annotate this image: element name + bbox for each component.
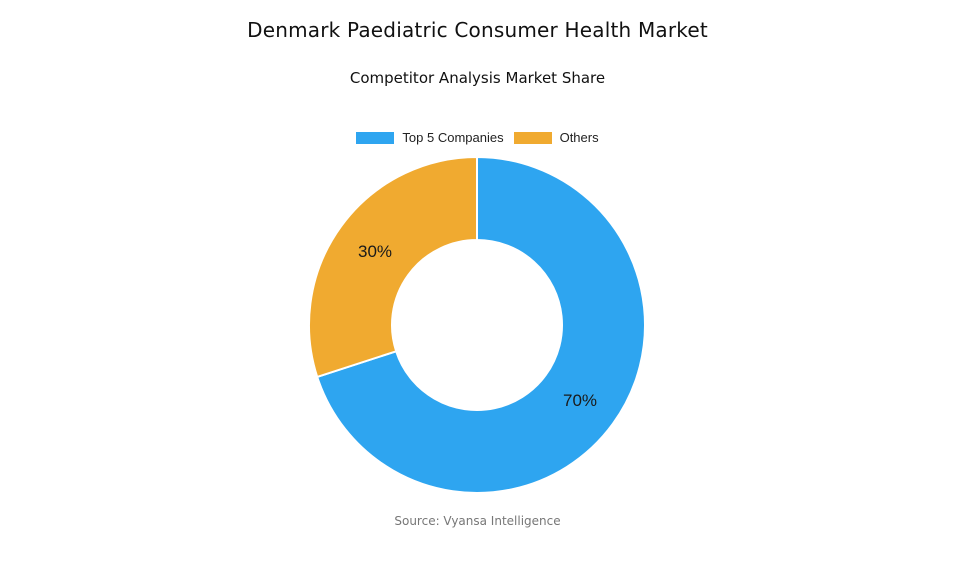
legend-item-top5[interactable]: Top 5 Companies	[356, 130, 504, 145]
chart-title: Denmark Paediatric Consumer Health Marke…	[247, 18, 708, 42]
legend-item-others[interactable]: Others	[513, 130, 599, 145]
legend-label-top5: Top 5 Companies	[402, 130, 504, 145]
legend-swatch-others	[513, 131, 552, 144]
data-label-top5: 70%	[563, 391, 597, 410]
chart-legend: Top 5 Companies Others	[0, 130, 955, 145]
chart-subtitle: Competitor Analysis Market Share	[349, 69, 606, 87]
donut-slice-others[interactable]	[308, 155, 478, 379]
donut-slices	[308, 155, 646, 494]
data-label-others: 30%	[358, 242, 392, 261]
source-note: Source: Vyansa Intelligence	[394, 514, 561, 528]
donut-slice-top-5-companies[interactable]	[315, 155, 646, 494]
legend-label-others: Others	[559, 130, 599, 145]
legend-swatch-top5	[356, 131, 395, 144]
